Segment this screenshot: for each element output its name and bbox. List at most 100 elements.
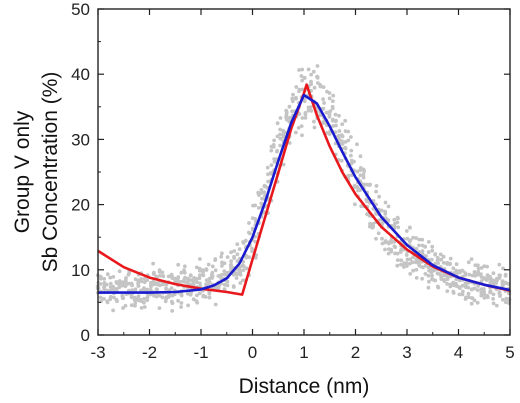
- scatter-point: [300, 67, 305, 72]
- scatter-point: [148, 288, 153, 292]
- x-tick-label: 3: [402, 343, 411, 362]
- scatter-point: [201, 268, 205, 272]
- scatter-point: [259, 201, 264, 206]
- scatter-point: [265, 165, 270, 170]
- scatter-point: [309, 109, 314, 113]
- scatter-point: [417, 243, 421, 248]
- scatter-point: [176, 275, 181, 279]
- scatter-point: [430, 273, 434, 278]
- scatter-point: [213, 302, 218, 307]
- scatter-point: [117, 279, 122, 283]
- scatter-point: [395, 220, 400, 225]
- scatter-point: [376, 231, 381, 236]
- scatter-point: [476, 266, 481, 271]
- scatter-point: [399, 258, 404, 263]
- scatter-point: [441, 261, 446, 265]
- scatter-point: [383, 200, 388, 205]
- scatter-point: [117, 269, 122, 274]
- scatter-point: [358, 173, 363, 178]
- scatter-point: [302, 75, 307, 80]
- scatter-point: [482, 296, 487, 300]
- scatter-point: [321, 85, 326, 89]
- scatter-point: [460, 283, 465, 288]
- scatter-point: [392, 217, 397, 222]
- scatter-point: [346, 173, 351, 178]
- scatter-point: [346, 138, 351, 143]
- scatter-point: [423, 244, 427, 249]
- scatter-point: [309, 72, 313, 77]
- scatter-point: [355, 142, 359, 147]
- scatter-point: [458, 286, 462, 290]
- scatter-point: [361, 167, 366, 172]
- scatter-point: [475, 288, 480, 292]
- scatter-point: [386, 251, 391, 256]
- scatter-point: [472, 286, 477, 291]
- scatter-point: [396, 225, 401, 230]
- scatter-point: [392, 244, 397, 249]
- scatter-point: [485, 264, 489, 269]
- scatter-point: [194, 276, 199, 281]
- scatter-point: [331, 93, 336, 98]
- scatter-point: [167, 292, 172, 297]
- scatter-point: [179, 279, 184, 284]
- scatter-point: [111, 308, 115, 313]
- scatter-point: [429, 257, 434, 262]
- scatter-point: [183, 264, 187, 269]
- scatter-point: [417, 237, 422, 242]
- scatter-point: [278, 116, 283, 120]
- scatter-point: [149, 284, 153, 289]
- scatter-point: [476, 263, 480, 268]
- scatter-point: [352, 159, 356, 164]
- scatter-point: [327, 96, 332, 101]
- scatter-point: [404, 253, 409, 257]
- scatter-point: [368, 221, 372, 226]
- scatter-point: [112, 295, 116, 300]
- scatter-point: [241, 264, 246, 268]
- scatter-point: [389, 249, 394, 254]
- scatter-point: [454, 281, 458, 286]
- scatter-point: [353, 202, 357, 207]
- scatter-point: [482, 264, 487, 269]
- scatter-point: [262, 183, 267, 188]
- scatter-point: [408, 238, 413, 243]
- scatter-point: [457, 292, 462, 297]
- scatter-point: [439, 257, 444, 262]
- scatter-point: [145, 295, 150, 300]
- scatter-point: [160, 295, 165, 300]
- y-tick-label: 10: [71, 261, 90, 280]
- scatter-point: [349, 148, 354, 153]
- scatter-point: [421, 265, 425, 270]
- scatter-point: [145, 298, 150, 303]
- scatter-point: [206, 262, 211, 267]
- scatter-point: [303, 111, 308, 115]
- scatter-point: [308, 105, 313, 110]
- y-tick-label: 40: [71, 65, 90, 84]
- scatter-point: [102, 277, 107, 281]
- scatter-point: [297, 68, 301, 72]
- scatter-point: [362, 182, 367, 187]
- scatter-point: [220, 264, 224, 268]
- x-tick-label: 1: [299, 343, 308, 362]
- scatter-point: [309, 82, 313, 87]
- scatter-point: [414, 236, 418, 240]
- scatter-point: [157, 306, 162, 310]
- scatter-point: [287, 141, 292, 145]
- scatter-point: [359, 204, 364, 209]
- scatter-point: [145, 278, 150, 282]
- scatter-point: [429, 270, 434, 275]
- scatter-point: [108, 297, 113, 302]
- scatter-point: [98, 276, 103, 281]
- scatter-point: [98, 295, 103, 300]
- scatter-point: [423, 272, 428, 276]
- scatter-point: [463, 281, 468, 285]
- scatter-point: [191, 297, 196, 302]
- scatter-point: [284, 112, 289, 117]
- scatter-point: [377, 194, 381, 199]
- scatter-point: [213, 268, 218, 273]
- scatter-point: [213, 257, 218, 261]
- scatter-point: [420, 237, 425, 242]
- scatter-point: [383, 247, 387, 252]
- scatter-point: [151, 261, 156, 266]
- scatter-point: [414, 267, 419, 272]
- scatter-point: [219, 254, 224, 259]
